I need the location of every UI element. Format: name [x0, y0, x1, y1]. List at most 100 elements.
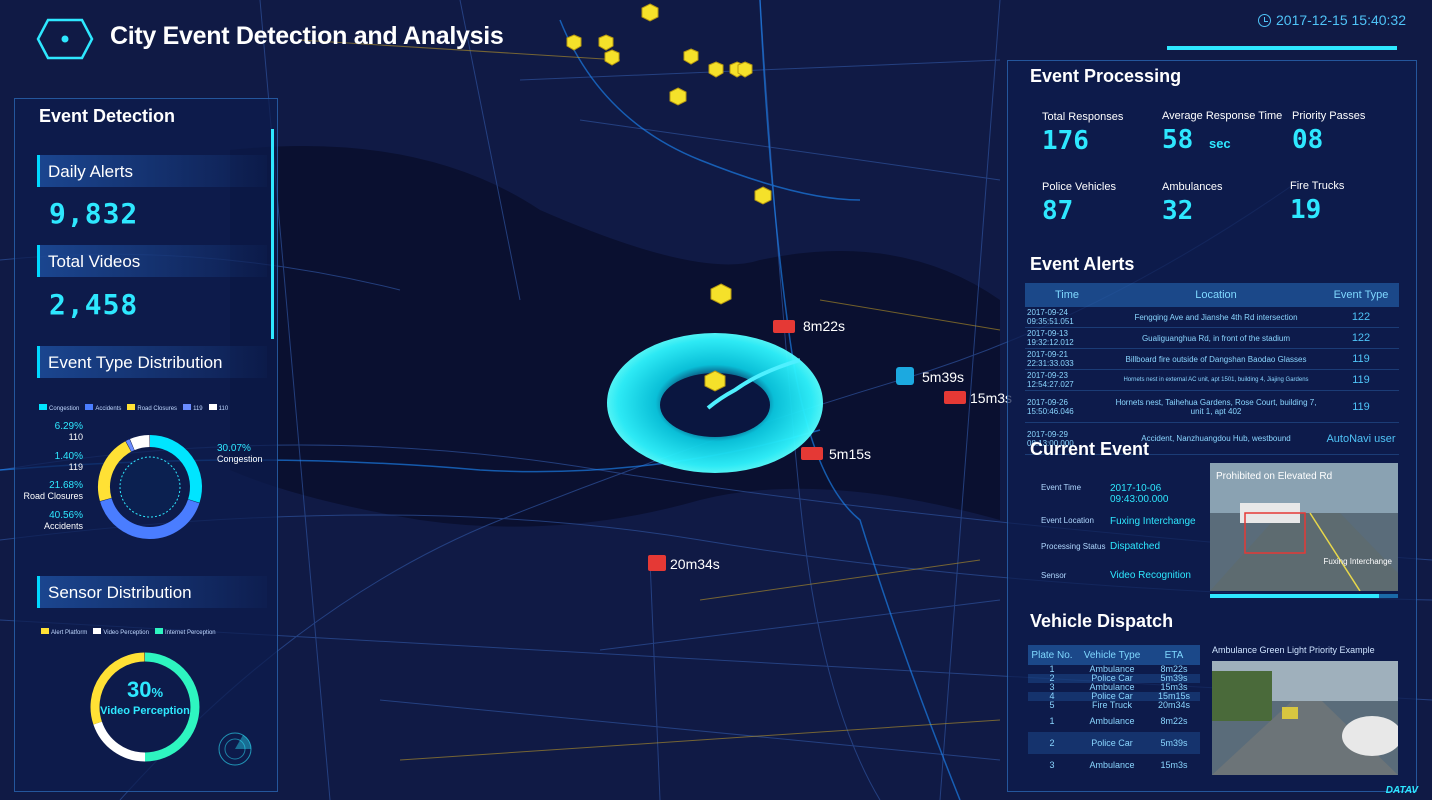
- stat-total-responses: Total Responses 176: [1042, 111, 1124, 156]
- table-row[interactable]: 2017-09-23 12:54:27.027 Hornets nest in e…: [1025, 369, 1399, 391]
- stat-fire-trucks: Fire Trucks 19: [1290, 180, 1345, 225]
- donut-slice-accidents[interactable]: [100, 497, 200, 539]
- pct-label: 6.29% 110: [54, 421, 83, 442]
- donut-slice-congestion[interactable]: [149, 435, 202, 503]
- legend-item: Congestion: [39, 404, 79, 412]
- camera-scene: [1212, 661, 1398, 775]
- logo-icon: [36, 18, 94, 60]
- table-row[interactable]: 2017-09-29 08:13:00.000 Accident, Nanzhua…: [1025, 422, 1399, 455]
- eta-label: 5m39s: [922, 369, 965, 385]
- panel-title: Event Processing: [1030, 66, 1182, 86]
- stat-police-vehicles: Police Vehicles 87: [1042, 181, 1116, 226]
- table-row[interactable]: 2017-09-13 19:32:12.012 Gualiguanghua Rd,…: [1025, 327, 1399, 349]
- ambulance-icon: [773, 320, 795, 333]
- warning-hexagon-icon: [683, 48, 699, 65]
- watermark-logo: DATAV: [1385, 785, 1418, 796]
- event-legend: Congestion Accidents Road Closures 119 1…: [39, 404, 228, 412]
- legend-item: Accidents: [85, 404, 121, 412]
- image-caption-bottom: Fuxing Interchange: [1323, 557, 1393, 566]
- current-event-title: Current Event: [1030, 439, 1150, 459]
- ce-label: Event Location: [1041, 516, 1094, 525]
- table-row[interactable]: 1 Ambulance 8m22s: [1049, 664, 1188, 674]
- table-row[interactable]: 2017-09-26 15:50:46.046 Hornets nest, Tai…: [1025, 390, 1399, 423]
- warning-hexagon-icon: [598, 34, 614, 51]
- sensor-center: 30% Video Perception: [87, 677, 203, 717]
- sensor-legend: Alert Platform Video Perception Internet…: [41, 628, 216, 636]
- sensor-label: Video Perception: [100, 705, 190, 717]
- daily-alerts-value: 9,832: [49, 197, 139, 230]
- pct-label: 30.07% Congestion: [217, 443, 263, 464]
- sensor-slice-alert[interactable]: [90, 652, 145, 725]
- eta-label: 20m34s: [670, 556, 720, 572]
- warning-hexagon-icon: [604, 49, 620, 66]
- table-row[interactable]: 3 Ambulance 15m3s: [1049, 682, 1188, 692]
- donut-slice-119[interactable]: [125, 439, 135, 452]
- current-event-camera-image[interactable]: Prohibited on Elevated Rd Fuxing Interch…: [1210, 463, 1398, 591]
- daily-alerts-label: Daily Alerts: [37, 155, 267, 187]
- legend-item: Video Perception: [93, 628, 149, 636]
- video-progress[interactable]: [1210, 594, 1398, 598]
- alerts-table: Time Location Event Type 2017-09-24 09:3…: [1025, 283, 1399, 455]
- app-title: City Event Detection and Analysis: [110, 22, 504, 50]
- sensor-title: Sensor Distribution: [37, 576, 267, 608]
- clock-icon: [1258, 13, 1271, 27]
- eta-label: 15m3s: [970, 390, 1013, 406]
- event-type-donut[interactable]: [95, 432, 205, 542]
- table-row[interactable]: 1 Ambulance 8m22s: [1049, 715, 1188, 726]
- datetime-text: 2017-12-15 15:40:32: [1276, 12, 1406, 28]
- event-type-title: Event Type Distribution: [37, 346, 267, 378]
- dispatch-image-title: Ambulance Green Light Priority Example: [1212, 645, 1375, 655]
- stat-priority-passes: Priority Passes 08: [1292, 110, 1366, 155]
- ce-value: Video Recognition: [1110, 570, 1191, 581]
- sensor-slice-video[interactable]: [93, 721, 146, 762]
- radar-icon: [218, 732, 252, 766]
- ambulance-icon: [801, 447, 823, 460]
- eta-label: 8m22s: [803, 318, 846, 334]
- warning-hexagon-icon: [737, 61, 753, 78]
- ambulance-icon: [944, 391, 966, 404]
- event-processing-panel: Event Processing Total Responses 176 Aver…: [1007, 60, 1417, 792]
- warning-hexagon-icon: [669, 87, 687, 106]
- dispatch-title: Vehicle Dispatch: [1030, 611, 1174, 631]
- pct-label: 40.56% Accidents: [43, 510, 83, 531]
- col-vehicle-type: Vehicle Type: [1076, 645, 1148, 665]
- table-row[interactable]: 2017-09-24 09:35:51.051 Fengqing Ave and …: [1025, 307, 1399, 328]
- event-detection-panel: Event Detection Daily Alerts 9,832 Total…: [14, 98, 278, 792]
- eta-label: 5m15s: [829, 446, 872, 462]
- table-row[interactable]: 4 Police Car 15m15s: [1028, 692, 1200, 701]
- total-videos-value: 2,458: [49, 288, 139, 321]
- stat-average-response-time: Average Response Time 58 sec: [1162, 110, 1283, 155]
- ce-value: Fuxing Interchange: [1110, 516, 1196, 527]
- table-row[interactable]: 3 Ambulance 15m3s: [1049, 759, 1188, 770]
- accent-bar: [1167, 46, 1397, 50]
- donut-slice-road-closures[interactable]: [98, 441, 132, 502]
- dispatch-table: Plate No. Vehicle Type ETA 1 Ambulance 8m2…: [1028, 645, 1200, 776]
- alerts-title: Event Alerts: [1030, 254, 1135, 274]
- table-row[interactable]: 2 Police Car 5m39s: [1028, 732, 1200, 754]
- pct-label: 1.40% 119: [54, 451, 83, 472]
- ce-label: Event Time: [1041, 483, 1082, 492]
- ce-value: 2017-10-06 09:43:00.000: [1110, 483, 1169, 505]
- header: City Event Detection and Analysis 2017-1…: [0, 0, 1432, 80]
- sensor-donut[interactable]: [87, 649, 203, 765]
- image-caption-top: Prohibited on Elevated Rd: [1216, 471, 1333, 482]
- col-eta: ETA: [1148, 645, 1200, 665]
- sensor-pct-unit: %: [151, 685, 164, 700]
- col-plate: Plate No.: [1028, 645, 1076, 665]
- legend-item: Road Closures: [127, 404, 177, 412]
- sensor-slice-internet[interactable]: [144, 652, 200, 762]
- legend-item: Alert Platform: [41, 628, 87, 636]
- table-row[interactable]: 2017-09-21 22:31:33.033 Billboard fire ou…: [1025, 348, 1399, 370]
- sensor-pct: 30: [126, 677, 152, 702]
- donut-slice-110[interactable]: [129, 435, 150, 451]
- warning-hexagon-icon: [708, 61, 724, 78]
- green-light-camera-image[interactable]: [1212, 661, 1398, 775]
- table-row[interactable]: 2 Police Car 5m39s: [1028, 674, 1200, 683]
- donut-center: [119, 456, 181, 518]
- col-time: Time: [1025, 283, 1109, 307]
- table-row[interactable]: 5 Fire Truck 20m34s: [1049, 700, 1191, 710]
- ce-label: Sensor: [1041, 571, 1067, 580]
- police-car-icon: [896, 367, 914, 385]
- legend-item: 119: [183, 404, 203, 412]
